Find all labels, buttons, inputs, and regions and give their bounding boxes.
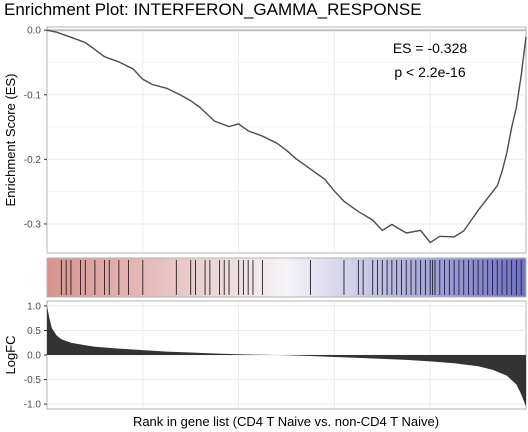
- logfc-area: [47, 305, 526, 407]
- enrichment-grid: [47, 27, 526, 253]
- rank-color-bar: [46, 257, 527, 298]
- logfc-tick-label-3: -0.5: [24, 375, 42, 386]
- enrichment-tick-label-0: 0.0: [27, 26, 41, 37]
- logfc-tick-label-2: 0.0: [27, 351, 41, 362]
- p-value-annotation: p < 2.2e-16: [394, 64, 465, 80]
- x-axis-label: Rank in gene list (CD4 T Naive vs. non-C…: [133, 414, 439, 429]
- enrichment-panel: [46, 26, 527, 254]
- enrichment-tick-label-3: -0.3: [24, 219, 42, 230]
- enrichment-y-axis-label: Enrichment Score (ES): [3, 74, 18, 207]
- es-annotation: ES = -0.328: [393, 40, 468, 56]
- enrichment-y-ticks: 0.0 -0.1 -0.2 -0.3: [24, 26, 47, 230]
- logfc-tick-label-4: -1.0: [24, 400, 42, 411]
- enrichment-tick-label-2: -0.2: [24, 155, 42, 166]
- enrichment-score-line: [46, 29, 527, 244]
- gene-hit-lines: [60, 260, 522, 295]
- enrichment-tick-label-1: -0.1: [24, 90, 42, 101]
- logfc-tick-label-0: 1.0: [27, 301, 41, 312]
- logfc-tick-label-1: 0.5: [27, 326, 41, 337]
- logfc-y-ticks: 1.0 0.5 0.0 -0.5 -1.0: [24, 301, 47, 411]
- chart-title: Enrichment Plot: INTERFERON_GAMMA_RESPON…: [4, 0, 422, 19]
- logfc-y-axis-label: LogFC: [3, 335, 18, 374]
